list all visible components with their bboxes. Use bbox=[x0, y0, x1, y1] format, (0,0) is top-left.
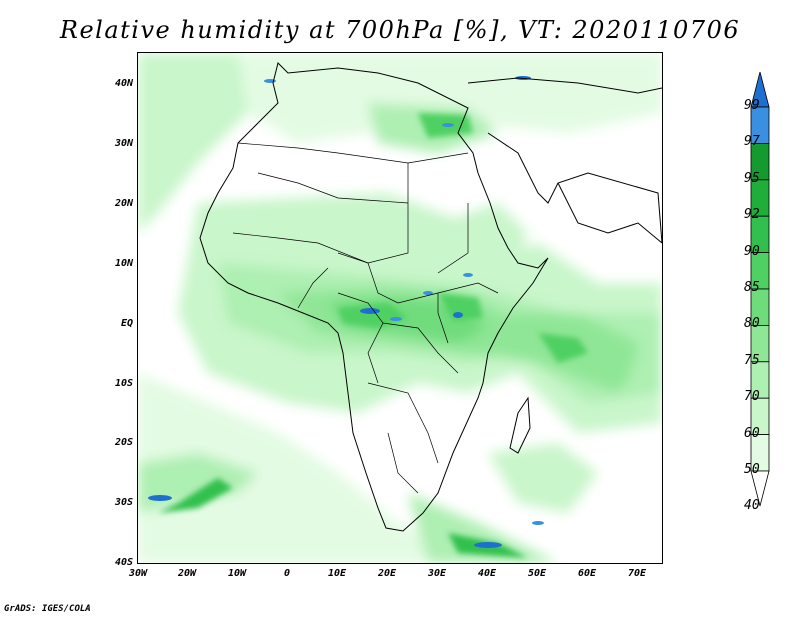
colorbar-level-label: 97 bbox=[744, 134, 760, 150]
colorbar-level-label: 85 bbox=[744, 280, 760, 295]
humidity-map bbox=[138, 53, 662, 563]
lon-label: 30W bbox=[128, 568, 148, 579]
colorbar-level-label: 75 bbox=[744, 352, 760, 368]
map-panel bbox=[137, 52, 663, 564]
credit-text: GrADS: IGES/COLA bbox=[4, 604, 91, 614]
colorbar bbox=[750, 72, 770, 507]
humidity-field bbox=[138, 53, 662, 563]
lon-label: 50E bbox=[527, 568, 547, 579]
lat-label: 20N bbox=[114, 198, 133, 209]
colorbar-level-label: 60 bbox=[744, 425, 760, 441]
lon-label: 70E bbox=[627, 568, 647, 579]
colorbar-level-label: 40 bbox=[744, 498, 760, 514]
lat-label: EQ bbox=[120, 318, 133, 329]
lon-label: 10E bbox=[327, 568, 347, 579]
colorbar-level-label: 70 bbox=[744, 389, 760, 405]
lat-label: 20S bbox=[114, 437, 133, 448]
lat-label: 30N bbox=[114, 138, 133, 149]
lon-label: 20E bbox=[377, 568, 397, 579]
lat-label: 40S bbox=[114, 557, 133, 568]
lon-label: 60E bbox=[577, 568, 597, 579]
chart-title: Relative humidity at 700hPa [%], VT: 202… bbox=[59, 16, 741, 44]
country-borders bbox=[232, 142, 499, 494]
colorbar-level-label: 50 bbox=[744, 462, 760, 477]
colorbar-level-label: 95 bbox=[744, 170, 760, 186]
colorbar-level-label: 99 bbox=[744, 98, 760, 113]
saturated-patches bbox=[148, 76, 544, 548]
lon-label: 30E bbox=[427, 568, 447, 579]
lat-label: 10N bbox=[114, 258, 133, 269]
lon-label: 20W bbox=[177, 568, 197, 579]
colorbar-bottom-arrow bbox=[750, 470, 770, 507]
colorbar-level-label: 80 bbox=[744, 316, 760, 332]
lon-label: 0 bbox=[283, 568, 291, 579]
coastlines bbox=[199, 62, 662, 532]
lon-label: 10W bbox=[227, 568, 247, 579]
lon-label: 40E bbox=[477, 568, 497, 579]
lat-label: 30S bbox=[114, 497, 133, 508]
colorbar-level-label: 90 bbox=[744, 243, 760, 259]
colorbar-level-label: 92 bbox=[744, 207, 760, 223]
lat-label: 40N bbox=[114, 78, 133, 89]
lat-label: 10S bbox=[114, 378, 133, 389]
